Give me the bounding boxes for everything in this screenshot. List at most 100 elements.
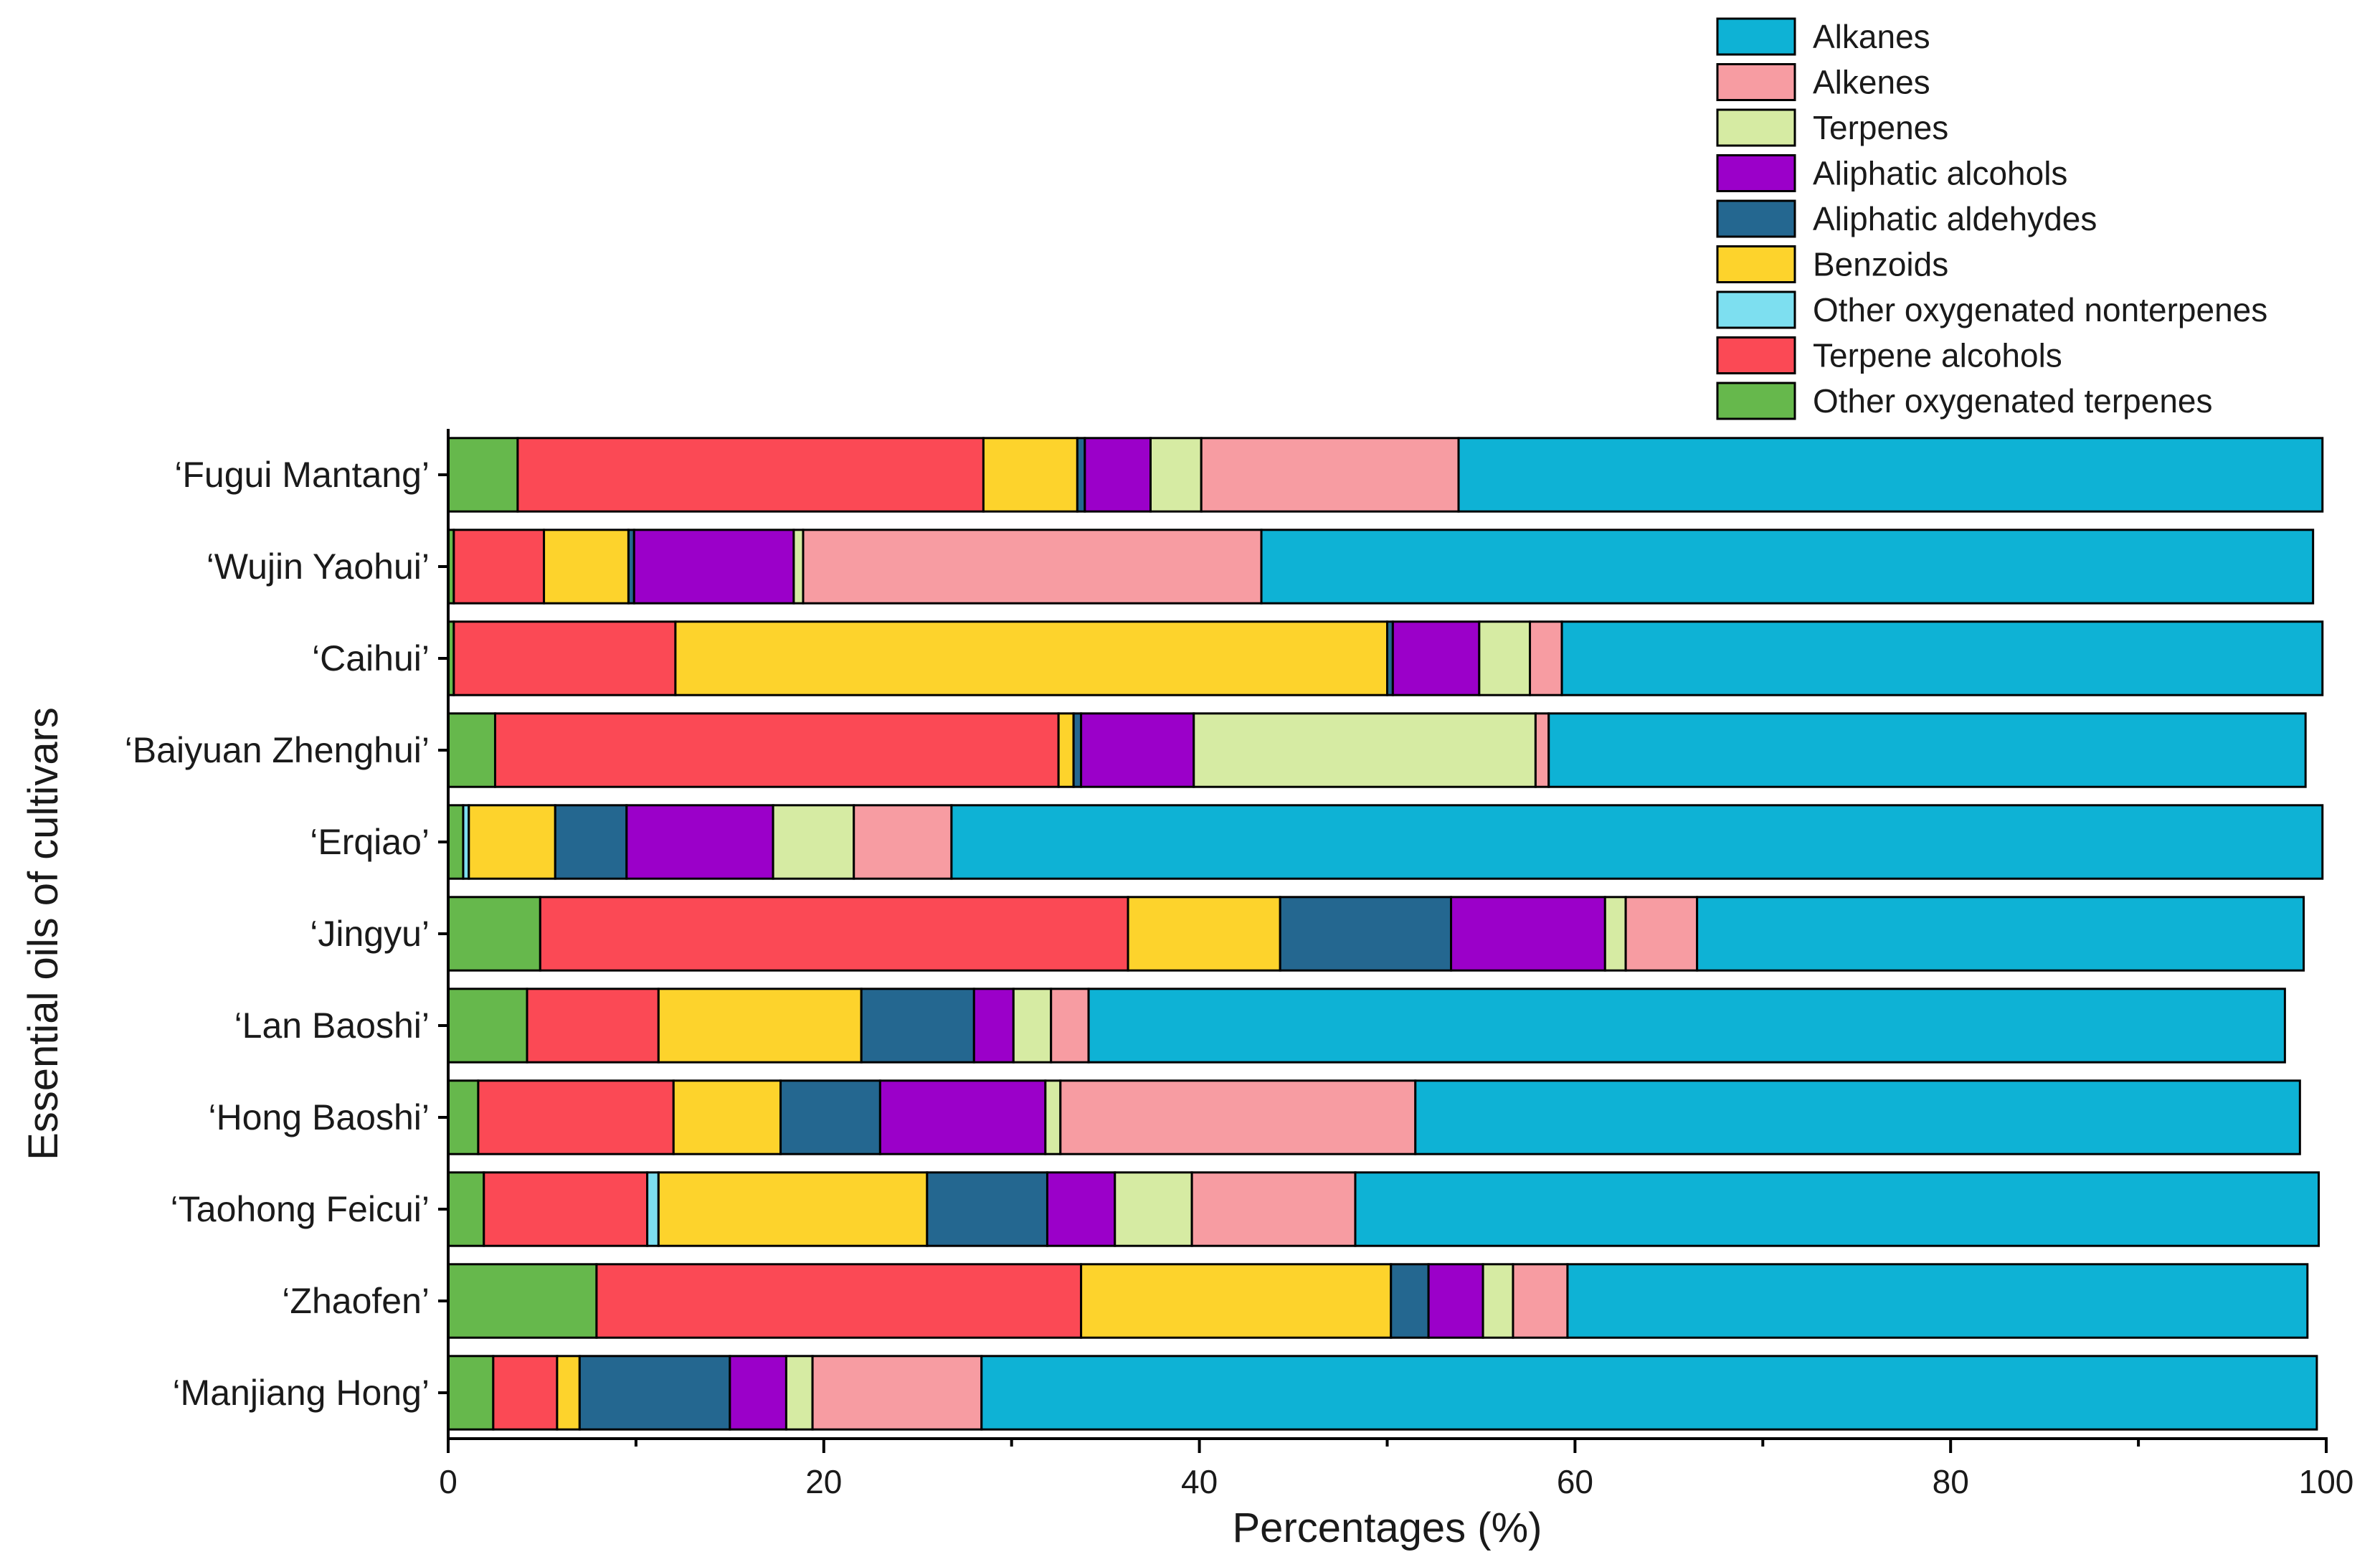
category-label-jingyu: ‘Jingyu’ <box>310 914 430 954</box>
bar-zhaofen-aliphatic-aldehydes <box>1390 1263 1430 1339</box>
bar-jingyu-alkenes <box>1624 896 1699 972</box>
bar-manjiang-hong-alkenes <box>811 1355 983 1431</box>
bar-manjiang-hong-benzoids <box>556 1355 581 1431</box>
category-label-fugui-mantang: ‘Fugui Mantang’ <box>174 455 430 495</box>
bar-caihui-terpenes <box>1478 620 1532 696</box>
x-tick-label-60: 60 <box>1557 1463 1593 1500</box>
bar-lan-baoshi-terpene-alcohols <box>526 988 660 1064</box>
bar-hong-baoshi-other-oxygenated-terpenes <box>447 1079 480 1155</box>
bar-zhaofen-benzoids <box>1080 1263 1393 1339</box>
bar-fugui-mantang-terpenes <box>1149 437 1203 513</box>
category-label-wujin-yaohui: ‘Wujin Yaohui’ <box>207 546 430 587</box>
category-label-manjiang-hong: ‘Manjiang Hong’ <box>172 1373 430 1413</box>
bar-caihui-terpene-alcohols <box>452 620 677 696</box>
y-axis-title: Essential oils of cultivars <box>20 707 67 1160</box>
bar-lan-baoshi-aliphatic-aldehydes <box>860 988 975 1064</box>
y-ticks: ‘Fugui Mantang’ ‘Wujin Yaohui’ ‘Caihui’ ‘Ba… <box>125 455 448 1413</box>
bar-zhaofen-aliphatic-alcohols <box>1427 1263 1484 1339</box>
bar-wujin-yaohui-aliphatic-alcohols <box>632 529 795 605</box>
bar-lan-baoshi-alkenes <box>1050 988 1090 1064</box>
bar-hong-baoshi-alkanes <box>1414 1079 2301 1155</box>
bar-manjiang-hong-aliphatic-aldehydes <box>578 1355 731 1431</box>
bar-jingyu-alkanes <box>1696 896 2305 972</box>
bar-erqiao-aliphatic-alcohols <box>625 804 774 880</box>
bar-fugui-mantang-benzoids <box>982 437 1078 513</box>
legend-label-benzoids: Benzoids <box>1813 246 1948 283</box>
bar-wujin-yaohui-alkenes <box>802 529 1263 605</box>
legend-label-alkanes: Alkanes <box>1813 18 1930 55</box>
bar-erqiao-alkanes <box>950 804 2324 880</box>
legend-label-other-oxygenated-terpenes: Other oxygenated terpenes <box>1813 382 2212 420</box>
legend: Alkanes Alkenes Terpenes Aliphatic alcohols… <box>1716 17 2267 420</box>
legend-swatch-alkanes <box>1716 17 1796 56</box>
bar-manjiang-hong-alkanes <box>980 1355 2318 1431</box>
bar-erqiao-benzoids <box>468 804 556 880</box>
bar-taohong-feicui-terpenes <box>1114 1171 1193 1247</box>
bar-jingyu-terpene-alcohols <box>539 896 1129 972</box>
bar-hong-baoshi-aliphatic-aldehydes <box>779 1079 881 1155</box>
bar-erqiao-other-oxygenated-terpenes <box>447 804 465 880</box>
x-tick-label-40: 40 <box>1181 1463 1218 1500</box>
x-tick-label-0: 0 <box>439 1463 457 1500</box>
legend-swatch-terpenes <box>1716 108 1796 147</box>
bar-fugui-mantang-alkenes <box>1200 437 1460 513</box>
bar-fugui-mantang-other-oxygenated-terpenes <box>447 437 519 513</box>
bar-manjiang-hong-terpene-alcohols <box>492 1355 559 1431</box>
bar-baiyuan-zhenghui-other-oxygenated-terpenes <box>447 712 496 788</box>
category-label-lan-baoshi: ‘Lan Baoshi’ <box>234 1005 430 1046</box>
bar-lan-baoshi-terpenes <box>1012 988 1053 1064</box>
bar-caihui-alkanes <box>1560 620 2324 696</box>
bar-jingyu-benzoids <box>1127 896 1281 972</box>
bar-baiyuan-zhenghui-benzoids <box>1057 712 1075 788</box>
legend-swatch-benzoids <box>1716 245 1796 283</box>
bar-jingyu-terpenes <box>1603 896 1627 972</box>
legend-label-aliphatic-alcohols: Aliphatic alcohols <box>1813 155 2067 192</box>
category-label-erqiao: ‘Erqiao’ <box>310 822 430 862</box>
bar-caihui-benzoids <box>674 620 1388 696</box>
x-tick-label-100: 100 <box>2299 1463 2354 1500</box>
bar-taohong-feicui-other-oxygenated-terpenes <box>447 1171 485 1247</box>
legend-label-aliphatic-aldehydes: Aliphatic aldehydes <box>1813 200 2097 237</box>
legend-label-terpenes: Terpenes <box>1813 109 1948 146</box>
category-label-taohong-feicui: ‘Taohong Feicui’ <box>171 1189 430 1229</box>
bar-wujin-yaohui-terpene-alcohols <box>452 529 546 605</box>
bar-hong-baoshi-benzoids <box>672 1079 782 1155</box>
bar-jingyu-aliphatic-alcohols <box>1450 896 1606 972</box>
bar-fugui-mantang-aliphatic-aldehydes <box>1076 437 1086 513</box>
bar-zhaofen-alkanes <box>1566 1263 2309 1339</box>
category-label-caihui: ‘Caihui’ <box>312 638 430 678</box>
bar-taohong-feicui-aliphatic-aldehydes <box>926 1171 1048 1247</box>
bar-taohong-feicui-alkenes <box>1190 1171 1357 1247</box>
x-tick-label-20: 20 <box>805 1463 842 1500</box>
bar-wujin-yaohui-benzoids <box>543 529 630 605</box>
bar-hong-baoshi-terpene-alcohols <box>477 1079 675 1155</box>
legend-swatch-terpene-alcohols <box>1716 336 1796 374</box>
bar-wujin-yaohui-terpenes <box>792 529 805 605</box>
category-label-hong-baoshi: ‘Hong Baoshi’ <box>208 1097 430 1137</box>
bar-erqiao-alkenes <box>853 804 953 880</box>
bar-zhaofen-alkenes <box>1512 1263 1569 1339</box>
legend-swatch-aliphatic-aldehydes <box>1716 199 1796 238</box>
legend-swatch-alkenes <box>1716 63 1796 101</box>
bar-taohong-feicui-benzoids <box>657 1171 929 1247</box>
bar-taohong-feicui-alkanes <box>1354 1171 2320 1247</box>
legend-swatch-other-oxygenated-nonterpenes <box>1716 290 1796 329</box>
bar-taohong-feicui-other-oxygenated-nonterpenes <box>646 1171 660 1247</box>
legend-swatch-aliphatic-alcohols <box>1716 154 1796 192</box>
bar-jingyu-other-oxygenated-terpenes <box>447 896 541 972</box>
bar-segments <box>447 437 2324 1431</box>
bar-fugui-mantang-alkanes <box>1457 437 2324 513</box>
bar-caihui-alkenes <box>1529 620 1563 696</box>
bar-caihui-aliphatic-alcohols <box>1391 620 1481 696</box>
bar-baiyuan-zhenghui-alkenes <box>1534 712 1550 788</box>
bar-fugui-mantang-aliphatic-alcohols <box>1084 437 1152 513</box>
bar-lan-baoshi-aliphatic-alcohols <box>972 988 1015 1064</box>
axes: 0 20 40 60 80 100 ‘Fugui Mantang’ ‘Wujin Yaohu… <box>125 429 2354 1500</box>
category-label-zhaofen: ‘Zhaofen’ <box>282 1281 430 1321</box>
x-tick-label-80: 80 <box>1933 1463 1969 1500</box>
bar-erqiao-terpenes <box>772 804 855 880</box>
legend-label-other-oxygenated-nonterpenes: Other oxygenated nonterpenes <box>1813 291 2267 328</box>
bar-manjiang-hong-aliphatic-alcohols <box>729 1355 787 1431</box>
bar-hong-baoshi-terpenes <box>1044 1079 1062 1155</box>
